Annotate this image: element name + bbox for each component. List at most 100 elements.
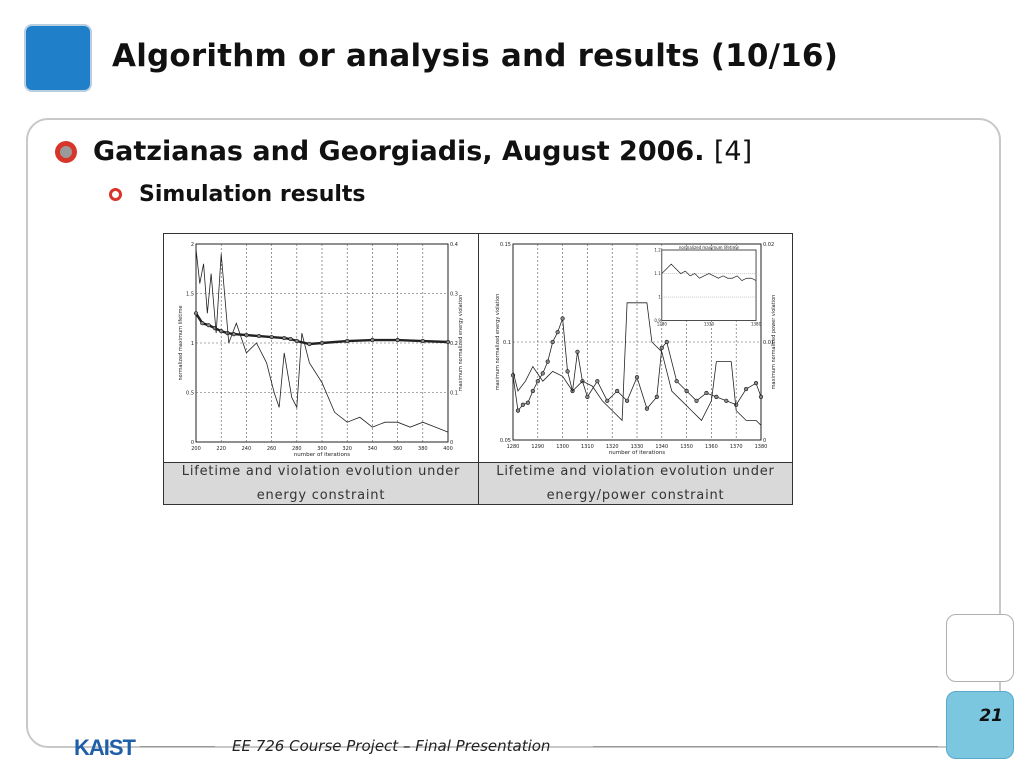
slide-title: Algorithm or analysis and results (10/16…: [112, 38, 839, 74]
data-point: [555, 330, 560, 335]
data-point: [615, 388, 620, 394]
y2-axis-label: maximum normalized energy violation: [458, 295, 464, 392]
inset-y-tick-label: 1.2: [654, 248, 661, 253]
y2-tick-label: 0.3: [450, 292, 458, 298]
data-point: [734, 402, 739, 407]
data-point: [193, 311, 199, 316]
y-axis-label: maximum normalized energy violation: [495, 294, 501, 391]
x-tick-label: 1380: [755, 444, 768, 450]
x-tick-label: 200: [191, 446, 201, 452]
data-point: [244, 332, 249, 338]
page-number-box: 21: [946, 691, 1014, 759]
data-point: [540, 371, 545, 376]
x-tick-label: 1340: [655, 444, 668, 450]
inset-y-tick-label: 1: [658, 295, 661, 300]
caption-left-line1: Lifetime and violation evolution under: [181, 463, 461, 479]
data-point: [560, 316, 565, 321]
y-axis-label: normalized maximum lifetime: [178, 305, 184, 380]
inset-x-tick-label: 1380: [751, 322, 762, 327]
caption-right-line2: energy/power constraint: [546, 487, 725, 503]
x-tick-label: 400: [443, 446, 453, 452]
footer-line-right: [593, 746, 938, 747]
data-point: [219, 329, 224, 334]
inset-y-tick-label: 0.9: [654, 318, 661, 323]
data-point: [319, 340, 325, 346]
data-point: [307, 341, 312, 347]
x-tick-label: 280: [292, 446, 302, 452]
data-point: [684, 388, 689, 394]
data-point: [395, 337, 400, 343]
x-tick-label: 300: [317, 446, 327, 452]
x-tick-label: 260: [267, 446, 277, 452]
series-secondary-line: [195, 248, 449, 433]
x-tick-label: 1290: [531, 444, 544, 450]
data-point: [200, 321, 205, 326]
x-tick-label: 360: [393, 446, 403, 452]
x-tick-label: 380: [418, 446, 428, 452]
kaist-logo: KAIST: [74, 735, 136, 760]
y2-tick-label: 0.1: [450, 391, 458, 397]
inset-x-tick-label: 1280: [657, 322, 668, 327]
x-tick-label: 220: [216, 446, 226, 452]
caption-left-line2: energy constraint: [256, 487, 386, 503]
data-point: [694, 398, 699, 403]
data-point: [704, 390, 709, 396]
x-axis-label: number of iterations: [294, 452, 350, 458]
data-point: [634, 375, 640, 380]
y-tick-label: 1: [191, 341, 194, 347]
y-tick-label: 0.05: [500, 438, 511, 444]
bullet-level1-ref: [4]: [713, 136, 753, 167]
title-accent-square: [24, 24, 92, 92]
data-point: [624, 398, 630, 403]
x-tick-label: 1280: [507, 444, 520, 450]
x-tick-label: 240: [242, 446, 252, 452]
y-tick-label: 2: [191, 242, 194, 248]
data-point: [654, 394, 659, 399]
y2-tick-label: 0.01: [763, 340, 774, 346]
y-tick-label: 0.1: [503, 340, 511, 346]
data-point: [545, 359, 550, 364]
y2-axis-label: maximum normalized power violation: [771, 295, 777, 390]
inset-series-line: [661, 263, 757, 282]
y2-tick-label: 0: [450, 440, 453, 446]
bullet-level2-icon: [109, 188, 122, 201]
x-tick-label: 1350: [680, 444, 693, 450]
page-number: 21: [979, 706, 1003, 726]
x-tick-label: 1360: [705, 444, 718, 450]
data-point: [744, 386, 749, 392]
data-point: [525, 400, 530, 405]
caption-right: Lifetime and violation evolution under e…: [479, 462, 792, 504]
data-point: [294, 338, 299, 344]
side-decoration-box: [946, 614, 1014, 682]
footer-line-left: [140, 746, 215, 747]
data-point: [724, 398, 729, 403]
data-point: [585, 394, 590, 399]
inset-plot-area: [661, 249, 757, 321]
data-point: [345, 338, 350, 344]
data-point: [515, 408, 521, 413]
data-point: [664, 339, 669, 345]
data-point: [288, 336, 293, 342]
inset-title: normalized maximum lifetime: [679, 245, 740, 250]
data-point: [520, 402, 526, 407]
data-point: [659, 345, 664, 350]
plot-cell-right: 1280 1290 1300 1310 1320 1330 1340 1350 1360 1370…: [479, 234, 792, 462]
data-point: [282, 335, 287, 341]
data-point: [256, 333, 262, 339]
x-tick-label: 340: [368, 446, 378, 452]
data-point: [575, 349, 580, 354]
bullet-level1-text: Gatzianas and Georgiadis, August 2006.: [93, 136, 705, 167]
y2-tick-label: 0.02: [763, 242, 774, 248]
data-point: [758, 394, 764, 399]
x-axis-label: number of iterations: [609, 450, 665, 456]
data-point: [530, 388, 535, 394]
x-tick-label: 1300: [556, 444, 569, 450]
y-tick-label: 1.5: [186, 292, 194, 298]
series-secondary-line: [512, 302, 762, 426]
data-point: [674, 379, 679, 384]
x-tick-label: 1310: [581, 444, 594, 450]
bullet-level1: Gatzianas and Georgiadis, August 2006. […: [93, 136, 752, 167]
data-point: [420, 338, 425, 344]
chart-energy-constraint: 200 220 240 260 280 300 320 340 360 380 40000.511.…: [178, 242, 464, 458]
data-point: [753, 381, 759, 386]
